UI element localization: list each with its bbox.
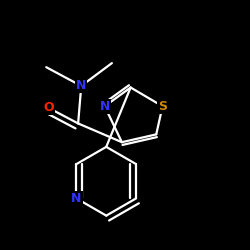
Text: N: N bbox=[76, 80, 86, 92]
Text: N: N bbox=[100, 100, 110, 113]
Text: S: S bbox=[158, 100, 167, 113]
Text: O: O bbox=[43, 101, 54, 114]
Text: N: N bbox=[71, 192, 82, 205]
